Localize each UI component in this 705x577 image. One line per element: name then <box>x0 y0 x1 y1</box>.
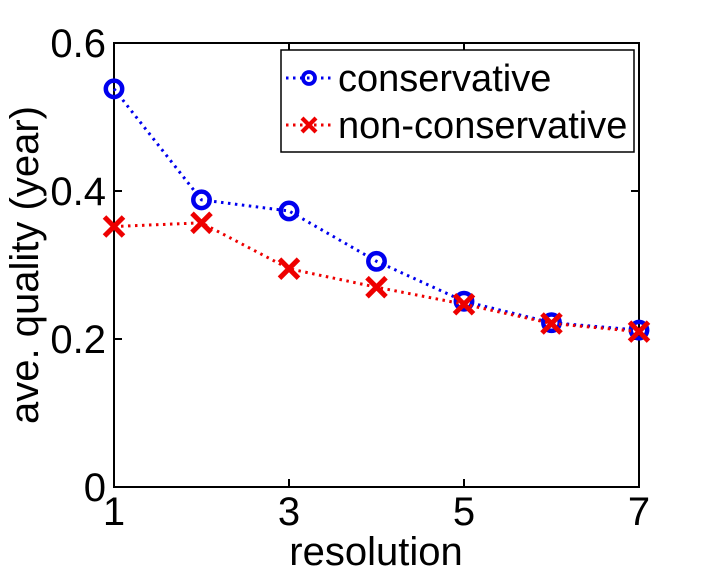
legend-label-non-conservative: non-conservative <box>338 105 627 147</box>
x-marker <box>452 292 476 316</box>
x-tick-label: 3 <box>278 490 300 534</box>
legend: conservative non-conservative <box>280 49 635 153</box>
x-marker <box>365 275 388 299</box>
circle-marker <box>191 189 212 211</box>
y-tick-label: 0 <box>84 466 106 510</box>
x-axis-label: resolution <box>289 530 462 574</box>
circle-marker <box>278 200 300 222</box>
circle-marker <box>103 78 125 100</box>
x-marker <box>627 320 651 343</box>
x-tick-label: 7 <box>628 490 650 534</box>
y-tick-label: 0.4 <box>50 170 106 214</box>
y-tick-label: 0.2 <box>50 318 106 362</box>
legend-label-conservative: conservative <box>338 58 551 100</box>
legend-box <box>280 49 635 153</box>
x-tick-label: 5 <box>453 490 475 534</box>
circle-marker <box>453 290 475 312</box>
x-tick-label: 1 <box>103 490 125 534</box>
x-marker <box>277 257 301 280</box>
x-marker <box>540 312 563 335</box>
circle-marker <box>301 70 317 86</box>
y-axis-label: ave. quality (year) <box>3 106 47 424</box>
plot-area: 1 3 5 7 0 0.2 0.4 0.6 <box>50 22 651 534</box>
series-line-conservative <box>112 87 640 332</box>
y-tick-label: 0.6 <box>50 22 106 66</box>
x-marker <box>190 211 213 235</box>
x-marker <box>300 116 318 134</box>
x-marker <box>102 215 126 238</box>
axes-frame <box>113 42 640 488</box>
circle-marker <box>366 250 387 272</box>
legend-samples <box>286 70 332 134</box>
